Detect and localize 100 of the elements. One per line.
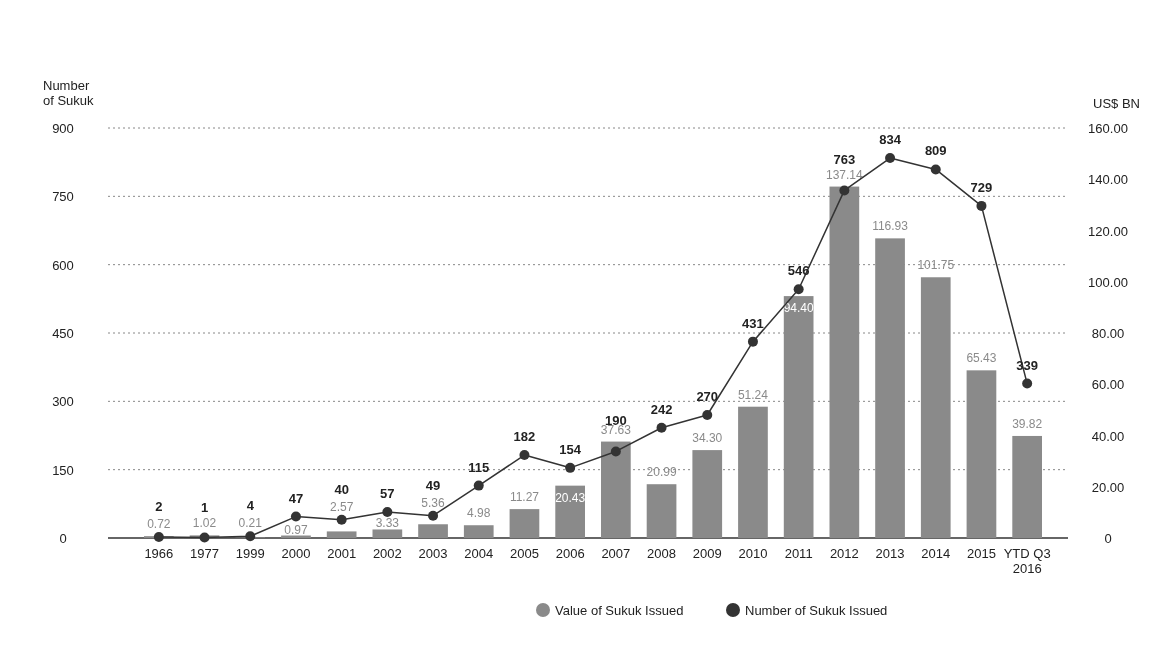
x-tick-label: 2011	[784, 546, 813, 561]
y-tick-label: 300	[52, 394, 74, 410]
y2-tick-label: 80.00	[1091, 326, 1125, 341]
data-label: 94.40	[783, 301, 814, 316]
point	[930, 164, 941, 175]
x-tick-label: 2014	[921, 546, 951, 561]
point	[793, 284, 804, 295]
data-label: 1.02	[192, 516, 217, 531]
y-tick-label: 150	[52, 462, 74, 478]
data-label: 11.27	[509, 490, 540, 505]
y2-tick-label: 60.00	[1091, 377, 1125, 393]
data-label: 115	[468, 459, 490, 475]
x-tick-label: 2006	[555, 546, 585, 561]
point	[290, 511, 301, 522]
y2-tick-label: 140.00	[1088, 172, 1128, 188]
data-label: 834	[879, 132, 902, 148]
point	[747, 336, 758, 347]
x-tick-label: 2013	[875, 546, 905, 561]
data-label: 47	[288, 490, 304, 506]
data-label: 763	[833, 152, 856, 168]
y-tick-label: 900	[52, 121, 74, 136]
x-tick-label: 2005	[509, 546, 539, 561]
legend-label: Number of Sukuk Issued	[745, 603, 888, 618]
point	[519, 450, 530, 461]
point	[382, 507, 393, 518]
x-tick-label: 2008	[647, 546, 677, 561]
y-tick-label: 0	[59, 531, 67, 546]
data-label: 729	[970, 179, 993, 195]
data-label: 49	[425, 477, 441, 493]
point	[336, 514, 347, 525]
data-label: 809	[924, 143, 947, 159]
point	[656, 422, 667, 433]
bar	[509, 509, 540, 538]
data-label: 2.57	[329, 499, 354, 514]
point	[473, 480, 484, 491]
data-label: 270	[696, 389, 719, 404]
x-tick-label: 2009	[692, 546, 722, 561]
x-tick-label: 2000	[281, 546, 311, 561]
x-tick-label: 2012	[829, 546, 859, 561]
y-tick-label: 600	[52, 257, 74, 273]
data-label: 20.43	[555, 490, 586, 505]
y-tick-label: 750	[52, 189, 74, 205]
x-tick-label: 2010	[738, 546, 768, 561]
y2-tick-label: 40.00	[1091, 428, 1125, 444]
x-tick-label: 2007	[601, 546, 631, 561]
data-label: 39.82	[1012, 416, 1043, 431]
y-axis-title: Number of Sukuk	[43, 78, 95, 108]
x-tick-label: 1999	[235, 546, 265, 561]
bar	[555, 485, 585, 538]
data-label: 5.36	[421, 495, 446, 510]
data-label: 1	[200, 499, 209, 515]
bar	[463, 525, 494, 538]
data-label: 154	[559, 441, 582, 457]
bar	[646, 484, 677, 538]
x-tick-label: 2001	[327, 546, 357, 561]
legend-label: Value of Sukuk Issued	[555, 603, 684, 618]
point	[199, 532, 210, 543]
point	[839, 185, 850, 196]
x-tick-label: 2003	[418, 546, 448, 561]
data-label: 4.98	[467, 506, 491, 521]
x-tick-label: 2015	[966, 546, 996, 561]
point	[565, 462, 576, 473]
point	[428, 510, 439, 521]
y2-tick-label: 160.00	[1088, 121, 1128, 136]
bar	[326, 531, 357, 538]
data-label: 3.33	[375, 516, 400, 531]
y2-tick-label: 100.00	[1088, 274, 1128, 290]
data-label: 4	[246, 498, 255, 514]
point	[885, 153, 896, 164]
data-label: 40	[334, 481, 349, 497]
data-label: 431	[742, 315, 764, 331]
point	[1022, 378, 1033, 389]
point	[702, 410, 713, 420]
x-tick-label: 2004	[464, 546, 494, 561]
data-label: 137.14	[826, 167, 864, 182]
data-label: 0.21	[238, 516, 263, 531]
x-tick-label: YTD Q3 2016	[1003, 546, 1051, 576]
y2-tick-label: 20.00	[1091, 479, 1125, 495]
point	[153, 532, 164, 543]
data-label: 34.30	[692, 431, 723, 446]
y2-tick-label: 0	[1104, 531, 1112, 546]
y-tick-label: 450	[52, 326, 74, 341]
data-label: 57	[380, 486, 395, 502]
point	[976, 200, 987, 211]
bar	[372, 529, 403, 538]
data-label: 116.93	[872, 219, 909, 234]
bar	[418, 524, 448, 538]
point	[245, 531, 256, 542]
y2-axis-title: US$ BN	[1093, 96, 1140, 111]
y2-tick-label: 120.00	[1088, 223, 1128, 239]
x-tick-label: 1966	[144, 546, 174, 561]
data-label: 51.24	[737, 387, 769, 402]
data-label: 2	[155, 499, 163, 515]
data-label: 0.72	[147, 517, 171, 532]
data-label: 101.75	[917, 258, 955, 273]
data-label: 65.43	[966, 351, 997, 366]
data-label: 0.97	[284, 522, 308, 537]
bar	[966, 370, 997, 538]
data-label: 242	[650, 401, 673, 417]
data-label: 182	[513, 429, 536, 445]
